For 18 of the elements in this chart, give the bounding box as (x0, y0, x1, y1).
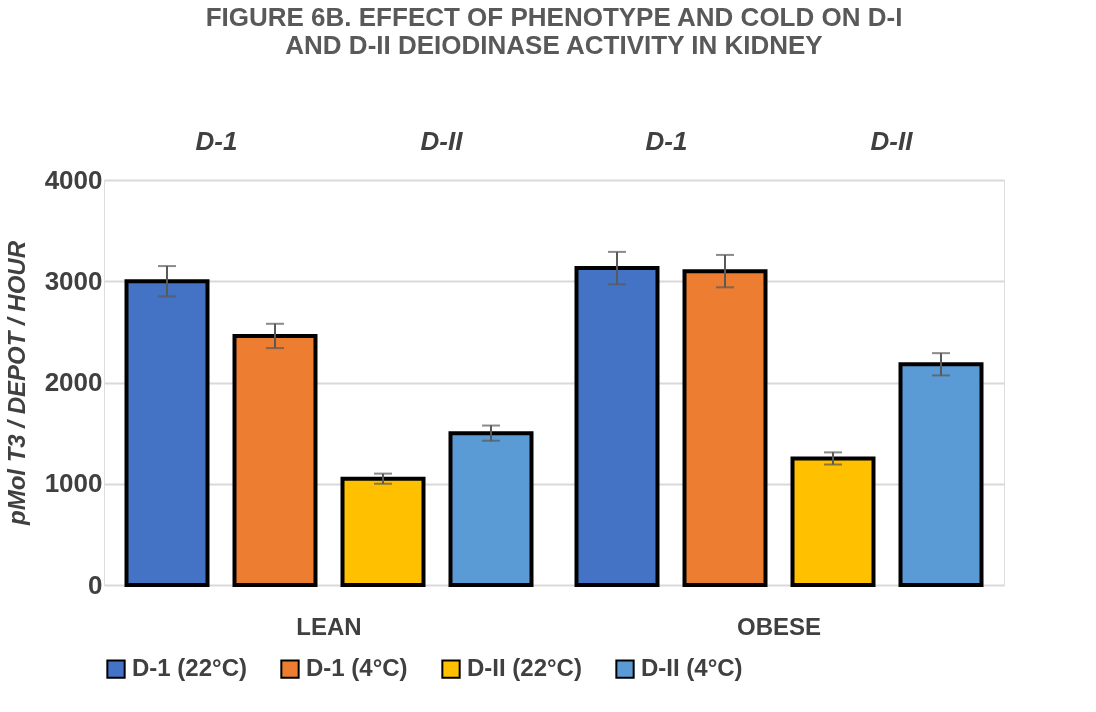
text: D-1 (195, 126, 238, 156)
text: AND D-II DEIODINASE ACTIVITY IN KIDNEY (285, 30, 823, 60)
legend-label: D-1 (4°C) (306, 654, 408, 682)
text: D-1 (645, 126, 688, 156)
x-tick-label: OBESE (736, 612, 822, 640)
y-tick-label: 2000 (44, 367, 103, 397)
text: D-II (870, 126, 914, 156)
x-tick-label: LEAN (296, 612, 362, 640)
y-tick-label: 1000 (44, 468, 103, 499)
legend-label: D-II (4°C) (641, 654, 743, 682)
y-tick-label: 3000 (44, 265, 103, 296)
y-tick-label: 0 (88, 569, 103, 600)
y-tick-label: 4000 (44, 164, 103, 195)
legend-label: D-II (22°C) (467, 654, 582, 682)
text: FIGURE 6B. EFFECT OF PHENOTYPE AND COLD ON D-I (205, 2, 903, 32)
text: D-II (420, 126, 464, 156)
y-axis-title: pMol T3 / DEPOT / HOUR (2, 240, 30, 527)
legend-label: D-1 (22°C) (132, 654, 247, 682)
